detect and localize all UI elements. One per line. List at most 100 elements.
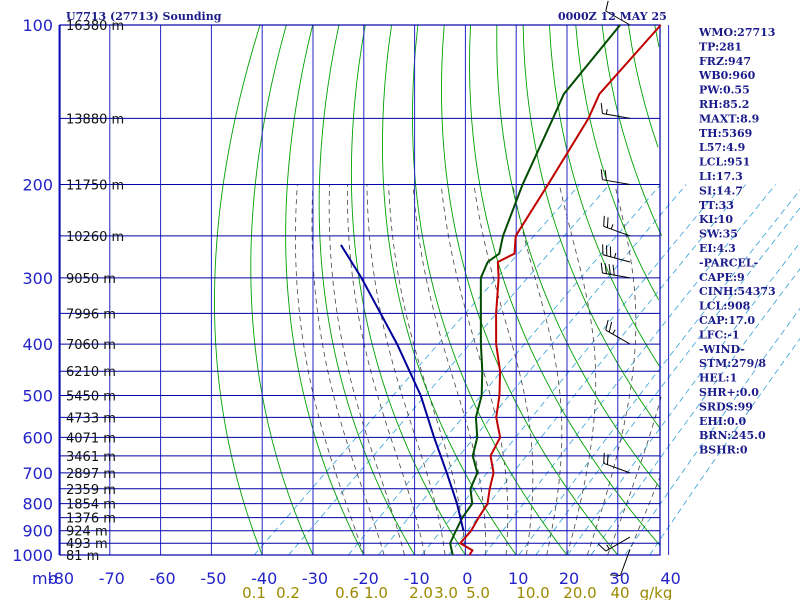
mixing-ratio-line	[483, 184, 776, 556]
dry-adiabat-line	[627, 24, 659, 148]
pressure-tick-label: 700	[22, 464, 53, 483]
plot-frame	[59, 24, 661, 556]
profile-lines	[340, 24, 662, 556]
index-value: CAP:17.0	[699, 314, 755, 327]
wind-barb	[600, 169, 631, 186]
moist-adiabat-line	[607, 395, 662, 556]
mixing-ratio-label: 2.0	[409, 584, 433, 600]
index-value: -WIND-	[699, 343, 745, 356]
mixing-ratio-label: 0.2	[276, 584, 300, 600]
temperature-tick-label: 30	[610, 569, 630, 588]
index-value: EI:4.3	[699, 242, 736, 255]
mixing-ratio-line	[624, 307, 800, 556]
datetime-label: 0000Z 12 MAY 25	[558, 10, 667, 23]
index-value: SRDS:99	[699, 400, 753, 413]
dry-adiabat-line	[549, 24, 660, 367]
height-label: 5450 m	[66, 389, 116, 404]
index-value: TT:33	[699, 199, 734, 212]
wind-barb	[603, 452, 631, 474]
mixing-ratio-label: g/kg	[640, 584, 673, 600]
chart-header: U7713 (27713) Sounding 0000Z 12 MAY 25	[66, 10, 667, 23]
index-value: FRZ:947	[699, 55, 751, 68]
profile-series-2	[340, 244, 465, 531]
temperature-tick-label: -30	[302, 569, 328, 588]
dry-adiabat-line	[214, 24, 263, 556]
wind-barb	[602, 244, 631, 263]
moist-adiabat-line	[512, 184, 563, 556]
temperature-tick-label: -70	[99, 569, 125, 588]
mixing-ratio-line	[448, 184, 746, 556]
index-value: MAXT:8.9	[699, 112, 759, 125]
pressure-tick-label: 800	[22, 495, 53, 514]
index-value: WMO:27713	[698, 26, 775, 39]
moist-adiabat-line	[328, 184, 405, 556]
pressure-tick-label: 400	[22, 335, 53, 354]
index-value: PW:0.55	[699, 84, 750, 97]
temperature-tick-label: 20	[559, 569, 579, 588]
temperature-tick-label: -20	[353, 569, 379, 588]
profile-series-0	[458, 24, 662, 556]
height-label: 1376 m	[66, 512, 116, 527]
height-label: 2897 m	[66, 467, 116, 482]
index-value: L57:4.9	[699, 141, 745, 154]
mixing-ratio-label: 0.1	[242, 584, 266, 600]
wind-barb	[605, 0, 631, 26]
pressure-tick-label: 500	[22, 386, 53, 405]
pressure-tick-label: 1000	[12, 546, 53, 565]
index-value: BRN:245.0	[699, 429, 766, 442]
mixing-ratio-line	[518, 189, 800, 556]
dry-adiabat-line	[382, 24, 517, 556]
mixing-ratio-label: 20.0	[563, 584, 596, 600]
mixing-ratio-line	[348, 184, 661, 556]
station-title: U7713 (27713) Sounding	[66, 10, 222, 23]
height-label: 1854 m	[66, 498, 116, 513]
height-label: 6210 m	[66, 365, 116, 380]
index-value: CINH:54373	[699, 285, 776, 298]
wind-barb	[600, 262, 631, 279]
pressure-tick-label: 900	[22, 522, 53, 541]
dry-adiabat-line	[496, 24, 662, 490]
height-labels: 16380 m 13880 m 11750 m 10260 m 9050 m 7996 m…	[66, 19, 124, 564]
mixing-ratio-line	[590, 268, 800, 556]
wind-barb	[605, 319, 631, 345]
wind-barb	[600, 103, 631, 119]
wind-barb	[609, 549, 631, 576]
dry-adiabat-line	[601, 24, 663, 237]
dry-adiabat-line	[441, 24, 619, 556]
height-label: 924 m	[66, 525, 108, 540]
moist-adiabat-line	[558, 184, 597, 556]
temperature-tick-label: 0	[462, 569, 472, 588]
index-value: LCL:908	[699, 300, 751, 313]
index-value: SHR+:0.0	[699, 386, 759, 399]
pressure-tick-label: 600	[22, 428, 53, 447]
index-value: -PARCEL-	[699, 256, 758, 269]
index-value: BSHR:0	[699, 444, 748, 457]
temperature-tick-label: -10	[404, 569, 430, 588]
mixing-ratio-line	[421, 184, 724, 556]
pressure-tick-label: 100	[22, 16, 53, 35]
dry-adiabat-line	[654, 24, 660, 48]
index-value: SW:35	[699, 228, 738, 241]
index-value: LFC:-1	[699, 328, 740, 341]
moist-adiabat-line	[346, 184, 426, 556]
mixing-ratio-label: 0.6	[335, 584, 359, 600]
mixing-ratio-label: 1.0	[364, 584, 388, 600]
index-value: LI:17.3	[699, 170, 743, 183]
temperature-tick-label: 40	[660, 569, 680, 588]
mixing-ratio-label: 10.0	[516, 584, 549, 600]
dry-adiabat-line	[250, 24, 314, 556]
profile-series-1	[449, 24, 621, 556]
temperature-tick-label: -60	[150, 569, 176, 588]
mixing-ratio-line	[649, 337, 800, 556]
index-value: KI:10	[699, 213, 733, 226]
index-value: TP:281	[699, 40, 742, 53]
moist-adiabat-line	[366, 184, 446, 556]
index-value: HEL:1	[699, 372, 737, 385]
temperature-tick-label: 10	[508, 569, 528, 588]
height-label: 493 m	[66, 537, 108, 552]
wind-barbs	[597, 0, 631, 576]
height-label: 2359 m	[66, 483, 116, 498]
index-value: SI:14.7	[699, 184, 743, 197]
height-label: 9050 m	[66, 272, 116, 287]
